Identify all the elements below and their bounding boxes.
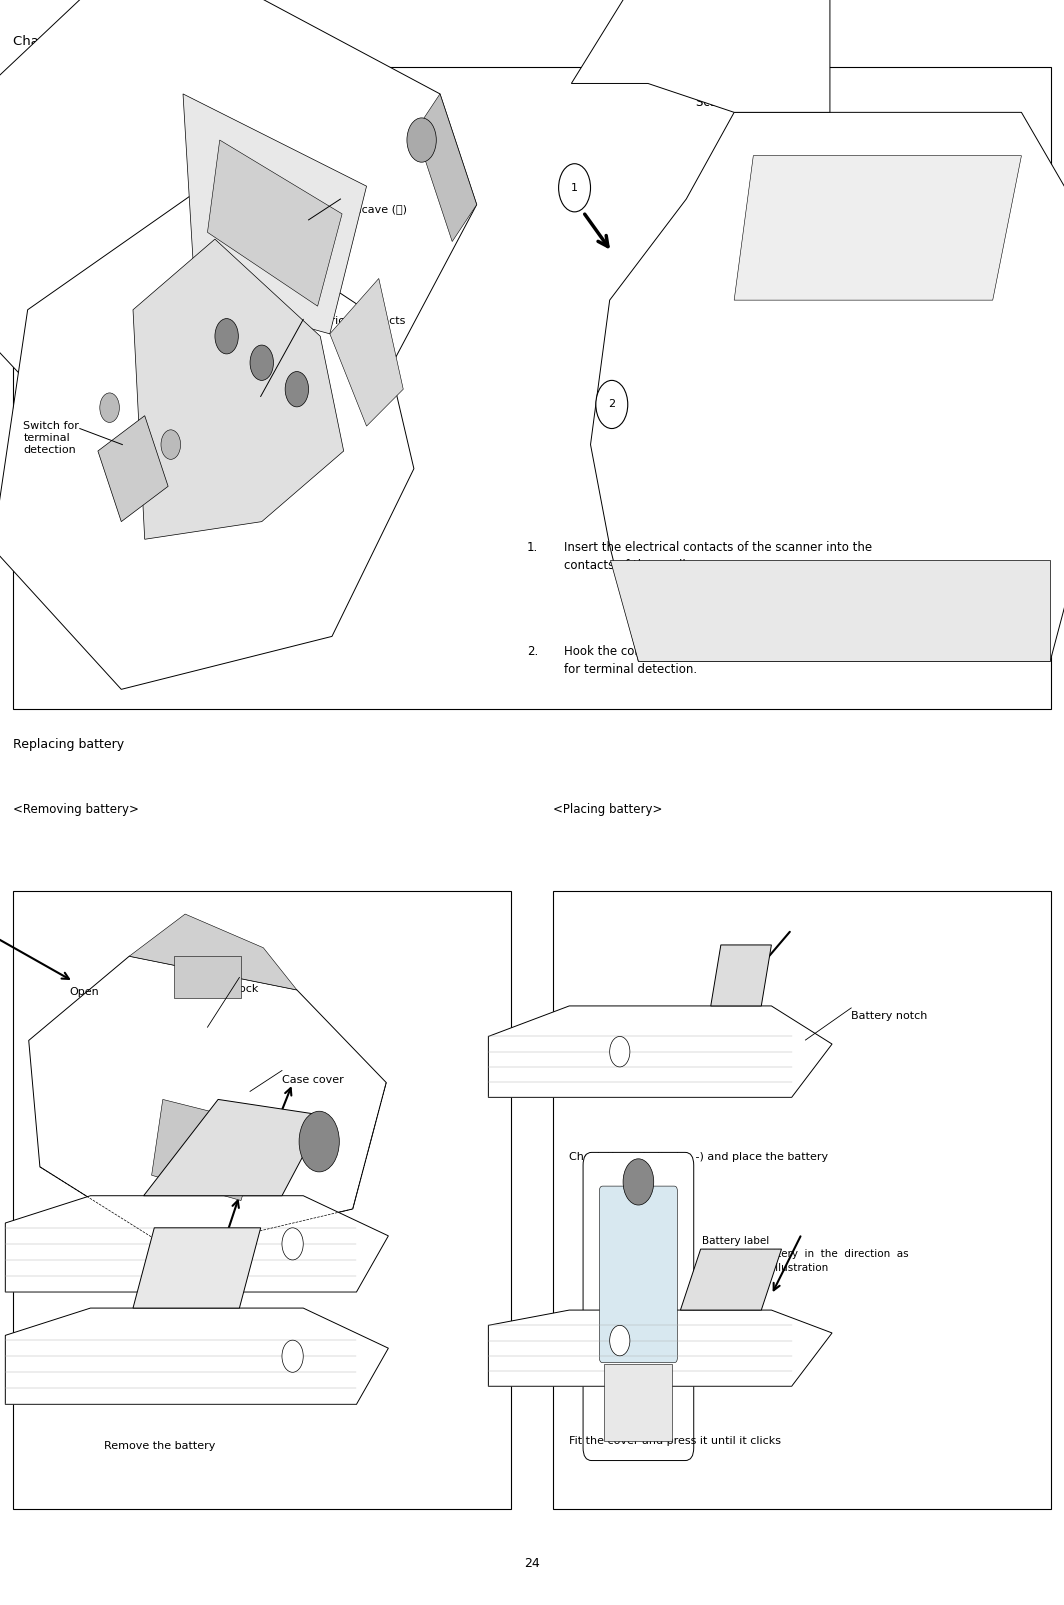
Circle shape bbox=[406, 117, 436, 162]
Polygon shape bbox=[5, 1196, 388, 1292]
Polygon shape bbox=[130, 915, 297, 990]
Text: Scanner on the cradle: Scanner on the cradle bbox=[696, 96, 826, 109]
Polygon shape bbox=[133, 239, 344, 539]
Text: 24: 24 bbox=[525, 1557, 539, 1570]
Circle shape bbox=[285, 371, 309, 406]
Text: Fit the cover and press it until it clicks: Fit the cover and press it until it clic… bbox=[569, 1436, 781, 1446]
Text: Battery label
Place  the  battery  in  the  direction  as
shown in the illustrat: Battery label Place the battery in the d… bbox=[702, 1236, 909, 1273]
Text: Hook the concave (凹) of the scanner to the switch
for terminal detection.: Hook the concave (凹) of the scanner to t… bbox=[564, 645, 859, 676]
Text: 1: 1 bbox=[571, 183, 578, 193]
Text: Charging battery on the cradle (CHG-4001): Charging battery on the cradle (CHG-4001… bbox=[13, 35, 301, 48]
FancyBboxPatch shape bbox=[599, 1186, 678, 1363]
Circle shape bbox=[559, 164, 591, 212]
Polygon shape bbox=[0, 194, 414, 690]
Text: Open: Open bbox=[69, 987, 99, 997]
Circle shape bbox=[100, 393, 119, 422]
Text: 2: 2 bbox=[609, 400, 615, 409]
Text: Lock: Lock bbox=[234, 984, 260, 993]
Polygon shape bbox=[681, 1249, 781, 1310]
Polygon shape bbox=[151, 1099, 263, 1201]
Circle shape bbox=[161, 430, 181, 459]
Polygon shape bbox=[488, 1310, 832, 1387]
Text: Case cover: Case cover bbox=[282, 1075, 344, 1085]
Text: Concave (凹): Concave (凹) bbox=[340, 204, 408, 213]
Text: Replacing battery: Replacing battery bbox=[13, 738, 123, 751]
Text: Unlock  and  remove  the  battery
case cover: Unlock and remove the battery case cover bbox=[83, 1340, 271, 1363]
Polygon shape bbox=[98, 416, 168, 522]
Circle shape bbox=[624, 1159, 653, 1205]
Polygon shape bbox=[488, 1006, 832, 1098]
Text: Battery notch: Battery notch bbox=[851, 1011, 928, 1021]
Polygon shape bbox=[183, 93, 366, 334]
Polygon shape bbox=[29, 957, 386, 1252]
Circle shape bbox=[215, 318, 238, 353]
Circle shape bbox=[596, 380, 628, 429]
Text: Electrical contacts: Electrical contacts bbox=[303, 316, 405, 326]
Circle shape bbox=[299, 1111, 339, 1172]
Text: Switch for
terminal
detection: Switch for terminal detection bbox=[23, 421, 80, 456]
Polygon shape bbox=[133, 1228, 261, 1308]
Polygon shape bbox=[330, 278, 403, 425]
Polygon shape bbox=[734, 156, 1021, 300]
FancyBboxPatch shape bbox=[583, 1152, 694, 1461]
Polygon shape bbox=[571, 0, 830, 112]
Circle shape bbox=[610, 1037, 630, 1067]
Bar bbox=[604, 1364, 672, 1441]
Polygon shape bbox=[610, 560, 1050, 661]
Polygon shape bbox=[207, 140, 343, 307]
Bar bbox=[173, 957, 240, 998]
Text: <Placing battery>: <Placing battery> bbox=[553, 802, 663, 815]
Text: Check the polarity (+, -) and place the battery: Check the polarity (+, -) and place the … bbox=[569, 1152, 829, 1162]
Circle shape bbox=[282, 1228, 303, 1260]
Text: Insert the electrical contacts of the scanner into the
contacts of the cradle.: Insert the electrical contacts of the sc… bbox=[564, 541, 872, 571]
Text: 1.: 1. bbox=[527, 541, 538, 554]
Text: Remove the battery: Remove the battery bbox=[104, 1441, 216, 1451]
Text: 2.: 2. bbox=[527, 645, 538, 658]
Circle shape bbox=[250, 345, 273, 380]
Polygon shape bbox=[711, 945, 771, 1006]
Polygon shape bbox=[0, 0, 477, 509]
Polygon shape bbox=[5, 1308, 388, 1404]
Polygon shape bbox=[591, 112, 1064, 661]
Bar bbox=[13, 67, 1051, 709]
Bar bbox=[13, 891, 511, 1509]
Polygon shape bbox=[144, 1099, 325, 1196]
Polygon shape bbox=[415, 93, 477, 241]
Text: <Removing battery>: <Removing battery> bbox=[13, 802, 138, 815]
Circle shape bbox=[282, 1340, 303, 1372]
Bar bbox=[553, 891, 1051, 1509]
Circle shape bbox=[610, 1326, 630, 1356]
